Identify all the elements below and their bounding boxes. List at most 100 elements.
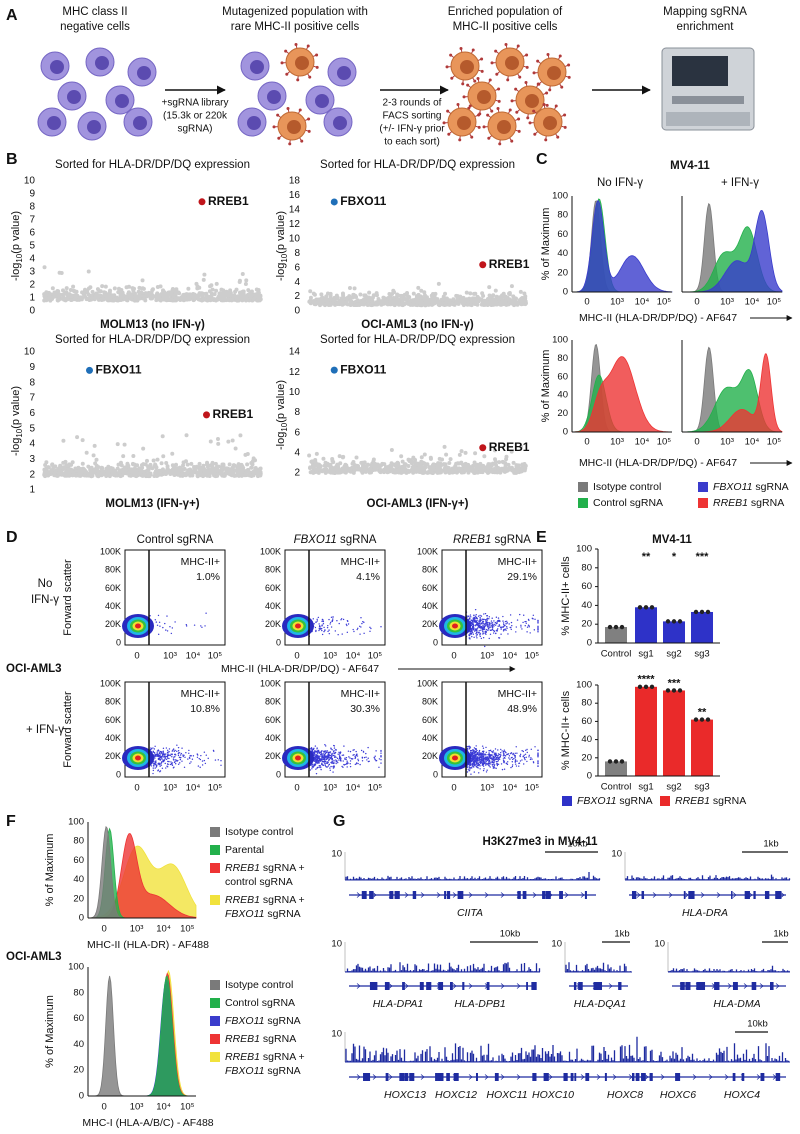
hit-point: [330, 198, 338, 206]
flow-event: [324, 743, 326, 746]
cell-spike-tip: [466, 83, 470, 87]
cell-spike-tip: [470, 135, 474, 139]
arrow-note: +sgRNA library: [162, 98, 229, 109]
background-point: [233, 289, 238, 294]
background-point: [64, 286, 69, 291]
flow-event: [181, 760, 183, 762]
cell-spike-tip: [528, 121, 532, 125]
background-point: [198, 466, 203, 471]
flow-event: [488, 756, 491, 758]
flow-event: [380, 626, 382, 628]
flow-event: [352, 754, 354, 756]
background-point: [490, 297, 495, 302]
flow-event: [181, 747, 183, 749]
flow-event: [324, 757, 326, 759]
background-point: [230, 465, 235, 470]
flow-event: [325, 755, 327, 757]
flow-event: [482, 624, 484, 626]
flow-event: [482, 765, 485, 767]
flow-event: [313, 760, 315, 762]
flow-event: [484, 761, 486, 764]
background-point: [232, 293, 237, 298]
background-point: [214, 297, 219, 302]
flow-event: [488, 616, 491, 618]
background-point: [238, 433, 243, 438]
y-tick-label: 14: [289, 205, 301, 216]
flow-event: [330, 626, 333, 628]
y-tick-label: 8: [294, 407, 300, 418]
background-point: [428, 456, 433, 461]
flow-event: [152, 772, 154, 775]
background-point: [451, 302, 456, 307]
background-point: [354, 455, 359, 460]
background-point: [365, 302, 370, 307]
flow-event: [214, 759, 217, 761]
panel-label: B: [6, 151, 18, 168]
background-point: [447, 302, 452, 307]
background-point: [168, 297, 173, 302]
cell-nucleus: [295, 56, 309, 70]
background-point: [120, 473, 125, 478]
background-point: [425, 462, 430, 467]
flow-event: [155, 621, 158, 623]
flow-event: [473, 629, 475, 631]
background-point: [341, 293, 346, 298]
flow-event: [152, 762, 154, 765]
cell-spike-tip: [284, 49, 288, 53]
flow-event: [344, 757, 346, 759]
hit-point: [479, 444, 487, 452]
flow-event: [327, 761, 329, 764]
background-point: [395, 300, 400, 305]
background-point: [208, 297, 213, 302]
flow-event: [190, 761, 192, 763]
background-point: [416, 292, 421, 297]
y-tick-label: 8: [294, 248, 300, 259]
background-point: [221, 473, 226, 478]
y-tick-label: 80K: [105, 565, 121, 575]
flow-event: [159, 763, 161, 765]
legend-text: FBXO11 sgRNA: [713, 481, 789, 493]
legend-text: RREB1 sgRNA: [713, 497, 784, 509]
background-point: [382, 462, 387, 467]
flow-event: [162, 759, 164, 761]
cell-spike-tip: [456, 102, 460, 106]
flow-event: [357, 627, 359, 630]
background-point: [175, 296, 180, 301]
flow-event: [469, 632, 471, 635]
background-point: [216, 464, 221, 469]
cell-spike-tip: [558, 54, 562, 58]
flow-event: [171, 762, 173, 764]
y-tick-label: 80K: [105, 697, 121, 707]
column-header: Control sgRNA: [137, 534, 214, 546]
flow-event: [370, 627, 372, 630]
background-point: [453, 466, 458, 471]
cell-spike-tip: [548, 88, 552, 92]
y-tick-label: 18: [289, 176, 301, 187]
gate-label: MHC-II+: [181, 688, 220, 700]
y-tick-label: 1: [29, 485, 35, 496]
flow-event: [330, 616, 333, 619]
flow-event: [161, 767, 164, 769]
background-point: [210, 463, 215, 468]
plot-title: Sorted for HLA-DR/DP/DQ expression: [320, 334, 515, 346]
flow-event: [162, 752, 165, 754]
flow-event: [330, 747, 332, 749]
background-point: [441, 300, 446, 305]
background-point: [114, 295, 119, 300]
background-point: [257, 469, 262, 474]
y-axis-label-part: (p value): [275, 380, 287, 423]
flow-density: [295, 755, 301, 761]
background-point: [420, 467, 425, 472]
background-point: [148, 472, 153, 477]
background-point: [376, 297, 381, 302]
background-point: [466, 469, 471, 474]
background-point: [478, 464, 483, 469]
background-point: [438, 463, 443, 468]
flow-plot-frame: [284, 681, 386, 778]
background-point: [473, 451, 478, 456]
background-point: [105, 295, 110, 300]
flow-event: [320, 766, 322, 769]
background-point: [332, 466, 337, 471]
background-point: [98, 289, 103, 294]
flow-event: [490, 620, 493, 622]
